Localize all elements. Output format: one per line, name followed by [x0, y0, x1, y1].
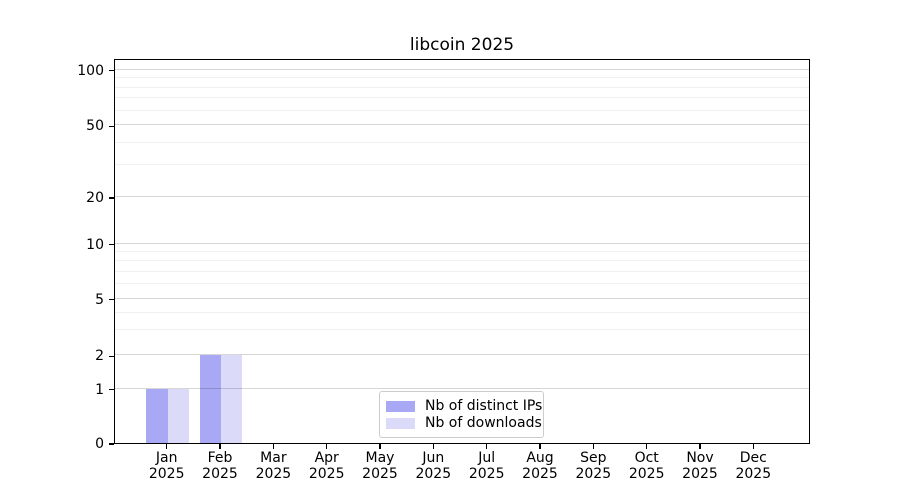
x-tick-mark-mar — [272, 444, 275, 449]
legend-swatch-downloads — [386, 417, 415, 429]
chart-title: libcoin 2025 — [409, 35, 515, 55]
y-tick-label-100: 100 — [77, 62, 104, 79]
bar-jan-series0 — [146, 388, 168, 443]
x-tick-mark-jul — [486, 444, 488, 449]
gridline-y70 — [115, 97, 809, 99]
y-tick-mark-10 — [109, 244, 114, 246]
bar-jan-series1 — [167, 388, 190, 443]
gridline-y40 — [115, 141, 809, 143]
gridline-y8 — [115, 260, 809, 262]
legend-label-downloads: Nb of downloads — [425, 415, 542, 431]
y-tick-label-5: 5 — [95, 291, 104, 308]
x-tick-mark-oct — [646, 444, 648, 449]
x-tick-mark-jun — [432, 444, 434, 449]
x-tick-mark-sep — [592, 444, 594, 449]
y-tick-label-0: 0 — [95, 436, 104, 452]
x-tick-label-jan: Jan 2025 — [148, 450, 185, 482]
gridline-y30 — [115, 164, 809, 166]
x-tick-mark-may — [379, 444, 381, 449]
gridline-y5 — [115, 297, 809, 299]
bar-feb-series1 — [221, 355, 243, 443]
y-tick-mark-2 — [109, 355, 114, 357]
gridline-y100 — [115, 68, 809, 70]
x-tick-mark-dec — [752, 444, 754, 449]
x-tick-label-nov: Nov 2025 — [682, 450, 718, 482]
y-tick-mark-20 — [109, 197, 114, 199]
x-tick-mark-apr — [326, 444, 328, 449]
y-tick-mark-0 — [109, 443, 114, 445]
x-tick-label-aug: Aug 2025 — [522, 450, 558, 482]
x-tick-mark-jan — [166, 444, 168, 449]
gridline-y3 — [115, 329, 809, 331]
x-tick-label-oct: Oct 2025 — [628, 450, 665, 482]
legend-swatch-distinct-ips — [386, 400, 415, 412]
gridline-y80 — [115, 86, 809, 88]
y-tick-label-2: 2 — [95, 348, 104, 365]
gridline-y2 — [115, 354, 809, 356]
y-tick-label-50: 50 — [86, 118, 104, 135]
legend-item-distinct-ips: Nb of distinct IPs — [386, 398, 542, 414]
x-tick-label-apr: Apr 2025 — [308, 450, 345, 482]
gridline-y50 — [115, 124, 809, 126]
y-tick-label-10: 10 — [86, 236, 104, 253]
gridline-y6 — [115, 283, 809, 285]
x-tick-mark-aug — [539, 444, 541, 449]
gridline-y4 — [115, 311, 809, 313]
gridline-y20 — [115, 196, 809, 197]
gridline-y7 — [115, 271, 809, 272]
gridline-y9 — [115, 251, 809, 252]
gridline-y60 — [115, 109, 809, 111]
gridline-y90 — [115, 77, 809, 79]
x-tick-label-jun: Jun 2025 — [415, 450, 452, 482]
y-tick-mark-50 — [109, 125, 114, 127]
y-tick-mark-100 — [109, 70, 114, 72]
x-tick-mark-feb — [219, 444, 221, 449]
x-tick-mark-nov — [699, 444, 701, 449]
plot-area: Nb of distinct IPs Nb of downloads — [114, 59, 810, 444]
gridline-y10 — [115, 242, 809, 244]
x-tick-label-may: May 2025 — [362, 450, 398, 482]
x-tick-label-jul: Jul 2025 — [468, 450, 505, 482]
y-tick-mark-5 — [109, 299, 114, 301]
x-tick-label-sep: Sep 2025 — [575, 450, 612, 482]
legend-label-distinct-ips: Nb of distinct IPs — [425, 398, 543, 414]
y-tick-label-20: 20 — [86, 190, 104, 206]
gridline-y1 — [115, 387, 809, 389]
y-tick-label-1: 1 — [95, 381, 104, 398]
legend: Nb of distinct IPs Nb of downloads — [379, 391, 544, 438]
legend-item-downloads: Nb of downloads — [386, 415, 542, 431]
x-tick-label-feb: Feb 2025 — [202, 450, 238, 482]
x-tick-label-dec: Dec 2025 — [735, 450, 772, 482]
bar-feb-series0 — [199, 355, 221, 443]
y-tick-mark-1 — [109, 389, 114, 391]
x-tick-label-mar: Mar 2025 — [255, 450, 292, 482]
